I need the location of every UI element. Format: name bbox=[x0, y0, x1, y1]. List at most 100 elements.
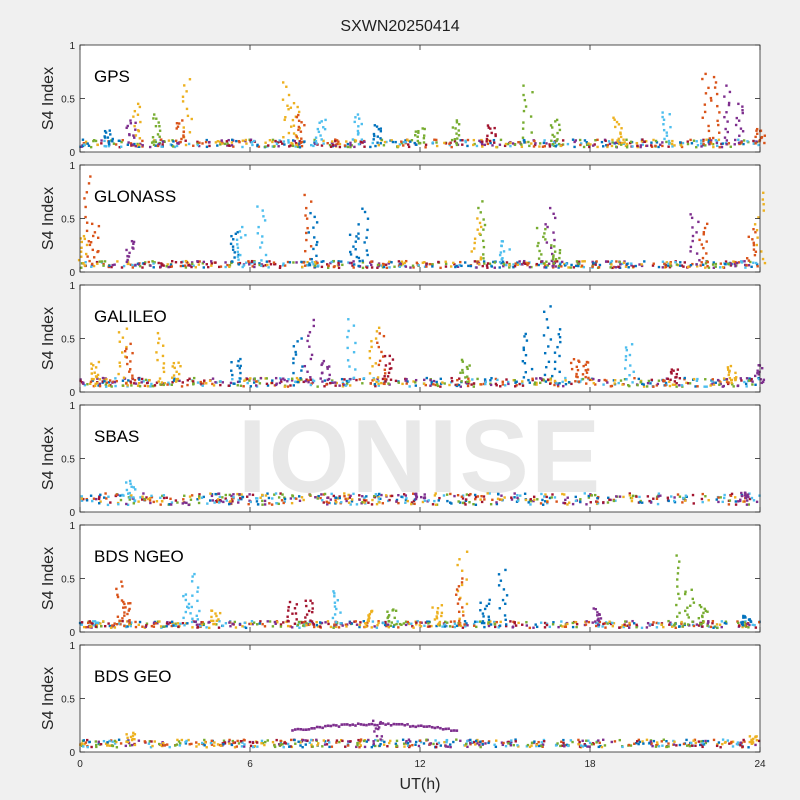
spike-point bbox=[383, 382, 386, 386]
band-point bbox=[645, 144, 649, 148]
band-point bbox=[93, 620, 97, 623]
band-point bbox=[397, 494, 400, 497]
band-point bbox=[579, 380, 582, 383]
spike-point bbox=[553, 360, 557, 364]
band-point bbox=[691, 493, 695, 497]
band-point bbox=[673, 622, 677, 626]
band-point bbox=[562, 741, 565, 745]
band-point bbox=[108, 739, 111, 743]
band-point bbox=[560, 265, 563, 268]
axes-bds-ngeo bbox=[80, 525, 760, 632]
band-point bbox=[107, 622, 110, 625]
band-point bbox=[436, 384, 440, 388]
band-point bbox=[99, 500, 102, 503]
spike-point bbox=[521, 127, 525, 130]
band-point bbox=[365, 740, 368, 743]
band-point bbox=[672, 743, 676, 746]
band-point bbox=[586, 745, 589, 748]
spike-point bbox=[753, 223, 757, 226]
panel-label-bds-geo: BDS GEO bbox=[94, 667, 171, 686]
band-point bbox=[136, 384, 140, 387]
band-point bbox=[645, 738, 649, 742]
band-point bbox=[142, 380, 145, 383]
band-point bbox=[334, 625, 338, 629]
band-point bbox=[566, 142, 570, 146]
band-point bbox=[419, 625, 423, 628]
band-point bbox=[533, 139, 536, 143]
band-point bbox=[232, 493, 235, 496]
band-point bbox=[337, 260, 340, 263]
band-point bbox=[327, 501, 330, 504]
spike-point bbox=[479, 225, 483, 229]
band-point bbox=[218, 743, 222, 747]
band-point bbox=[594, 263, 597, 266]
band-point bbox=[376, 739, 380, 742]
band-point bbox=[443, 625, 447, 628]
band-point bbox=[347, 493, 350, 497]
band-point bbox=[241, 139, 245, 142]
spike-point bbox=[752, 228, 755, 231]
band-point bbox=[349, 503, 352, 506]
spike-point bbox=[762, 378, 766, 382]
band-point bbox=[448, 625, 452, 628]
band-point bbox=[495, 501, 498, 504]
band-point bbox=[274, 622, 277, 626]
band-point bbox=[507, 382, 510, 386]
band-point bbox=[474, 497, 477, 501]
band-point bbox=[213, 741, 216, 744]
spike-point bbox=[703, 226, 707, 230]
band-point bbox=[748, 497, 752, 501]
band-point bbox=[228, 493, 232, 497]
band-point bbox=[375, 380, 378, 384]
spike-point bbox=[297, 113, 300, 117]
band-point bbox=[580, 142, 583, 145]
band-point bbox=[718, 623, 722, 626]
band-point bbox=[211, 377, 215, 380]
band-point bbox=[229, 624, 232, 628]
band-point bbox=[219, 265, 223, 268]
spike-point bbox=[504, 602, 507, 606]
band-point bbox=[685, 381, 688, 385]
band-point bbox=[437, 260, 440, 264]
band-point bbox=[667, 145, 670, 148]
spike-point bbox=[158, 135, 161, 138]
spike-point bbox=[755, 735, 758, 738]
spike-point bbox=[191, 575, 194, 578]
band-point bbox=[259, 496, 262, 499]
band-point bbox=[481, 143, 484, 147]
band-point bbox=[171, 145, 175, 148]
band-point bbox=[313, 141, 316, 144]
band-point bbox=[338, 495, 341, 498]
spike-point bbox=[460, 569, 464, 572]
spike-point bbox=[257, 225, 260, 229]
band-point bbox=[305, 624, 308, 627]
band-point bbox=[472, 503, 475, 506]
band-point bbox=[277, 743, 281, 746]
band-point bbox=[288, 261, 292, 264]
band-point bbox=[682, 265, 685, 268]
band-point bbox=[346, 145, 350, 149]
spike-point bbox=[127, 602, 130, 605]
spike-point bbox=[372, 742, 375, 745]
band-point bbox=[602, 145, 605, 148]
band-point bbox=[585, 739, 588, 742]
spike-point bbox=[238, 380, 241, 383]
band-point bbox=[743, 500, 746, 503]
spike-point bbox=[237, 253, 240, 257]
spike-point bbox=[182, 135, 185, 139]
band-point bbox=[160, 145, 163, 148]
band-point bbox=[398, 143, 402, 146]
spike-point bbox=[756, 369, 759, 372]
band-point bbox=[546, 264, 550, 267]
spike-point bbox=[83, 237, 87, 241]
band-point bbox=[88, 740, 91, 744]
band-point bbox=[562, 384, 565, 388]
band-point bbox=[86, 738, 89, 742]
band-point bbox=[299, 744, 302, 747]
band-point bbox=[508, 266, 511, 269]
band-point bbox=[714, 262, 718, 266]
band-point bbox=[169, 143, 173, 146]
band-point bbox=[205, 626, 208, 629]
spike-point bbox=[189, 612, 192, 615]
band-point bbox=[312, 379, 316, 383]
